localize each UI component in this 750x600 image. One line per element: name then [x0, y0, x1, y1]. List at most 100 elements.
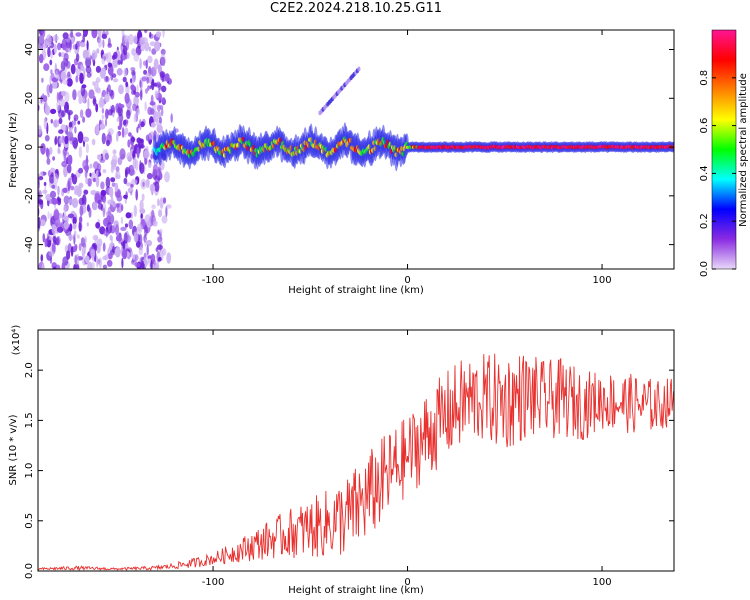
noise-speckle: [78, 167, 84, 174]
noise-speckle: [125, 212, 132, 219]
noise-speckle: [125, 81, 129, 88]
noise-speckle: [154, 181, 160, 192]
noise-speckle: [77, 120, 81, 125]
noise-speckle: [91, 49, 97, 61]
noise-speckle: [87, 261, 93, 269]
noise-speckle: [68, 111, 71, 121]
noise-speckle: [96, 256, 99, 268]
noise-speckle: [143, 69, 148, 75]
noise-speckle: [66, 78, 73, 87]
noise-speckle: [149, 31, 152, 38]
noise-speckle: [67, 154, 73, 166]
colorbar-title: Normalized spectral amplitude: [738, 73, 749, 227]
noise-speckle: [62, 32, 69, 40]
noise-speckle: [106, 87, 109, 96]
noise-speckle: [147, 85, 150, 91]
noise-speckle: [85, 158, 89, 165]
noise-speckle: [101, 132, 106, 145]
noise-speckle: [126, 234, 132, 243]
noise-speckle: [127, 139, 131, 148]
noise-speckle: [102, 264, 108, 269]
noise-speckle: [56, 235, 61, 246]
noise-speckle: [133, 204, 137, 217]
snr-ticks: -100 0 100 0.0 0.5 1.0 1.5 2.0: [24, 330, 674, 588]
noise-speckle: [148, 46, 151, 52]
noise-speckle: [47, 46, 51, 58]
noise-speckle: [152, 220, 158, 227]
noise-speckle: [112, 149, 117, 155]
spectrogram-ticks: -100 0 100 -40 -20 0 20 40: [24, 30, 674, 286]
noise-speckle: [82, 97, 86, 104]
noise-speckle: [52, 80, 58, 89]
noise-speckle: [85, 108, 92, 118]
noise-speckle: [51, 198, 58, 205]
noise-speckle: [38, 53, 44, 64]
colorbar-scale: [711, 29, 737, 270]
noise-speckle: [150, 259, 153, 269]
noise-speckle: [157, 229, 160, 235]
snr-y-multiplier: (x10⁴): [11, 325, 22, 356]
noise-speckle: [84, 255, 90, 264]
noise-speckle: [170, 113, 173, 123]
noise-speckle: [153, 58, 159, 70]
noise-speckle: [64, 135, 69, 145]
y-tick-label: -40: [24, 236, 35, 252]
snr-line-layer: [38, 353, 674, 571]
noise-speckle: [111, 182, 116, 187]
noise-speckle: [155, 31, 162, 38]
noise-speckle: [156, 81, 161, 86]
noise-speckle: [140, 178, 147, 190]
noise-speckle: [147, 55, 153, 64]
noise-speckle: [144, 30, 148, 34]
x-tick-label: 0: [404, 577, 410, 588]
noise-speckle: [85, 56, 92, 68]
noise-speckle: [90, 262, 95, 269]
noise-speckle: [143, 257, 147, 265]
noise-speckle: [86, 222, 89, 227]
noise-speckle: [160, 48, 166, 56]
noise-speckle: [61, 38, 67, 51]
noise-speckle: [82, 242, 87, 248]
noise-speckle: [63, 211, 67, 222]
noise-speckle: [92, 98, 97, 105]
noise-speckle: [46, 157, 51, 165]
noise-speckle: [40, 143, 46, 155]
noise-speckle: [100, 189, 107, 197]
noise-speckle: [74, 48, 79, 55]
noise-speckle: [120, 226, 127, 231]
noise-speckle: [95, 103, 99, 113]
noise-speckle: [75, 32, 82, 37]
noise-speckle: [43, 181, 47, 187]
noise-speckle: [58, 137, 63, 145]
noise-speckle: [62, 57, 66, 63]
noise-speckle: [130, 183, 134, 188]
noise-speckle: [51, 242, 56, 254]
noise-speckle: [137, 123, 140, 129]
noise-speckle: [135, 189, 138, 201]
noise-speckle: [58, 129, 64, 134]
noise-speckle: [78, 146, 83, 159]
noise-speckle: [116, 68, 123, 76]
noise-speckle: [138, 246, 143, 256]
noise-speckle: [124, 223, 129, 228]
noise-speckle: [115, 235, 122, 242]
noise-speckle: [43, 118, 47, 130]
noise-speckle: [139, 90, 143, 101]
noise-speckle: [149, 108, 155, 115]
noise-speckle: [95, 170, 99, 177]
noise-speckle: [105, 176, 111, 189]
noise-speckle: [72, 216, 77, 225]
noise-speckle: [39, 219, 46, 227]
snr-x-axis-title: Height of straight line (km): [288, 585, 424, 596]
noise-speckle: [46, 148, 50, 159]
noise-speckle: [90, 248, 96, 259]
noise-speckle: [102, 169, 107, 174]
noise-speckle: [124, 92, 130, 104]
noise-speckle: [61, 90, 67, 97]
x-tick-label: 100: [592, 275, 611, 286]
noise-speckle: [112, 245, 115, 253]
noise-speckle: [46, 232, 50, 241]
noise-speckle: [143, 60, 147, 66]
noise-speckle: [61, 262, 66, 269]
noise-speckle: [80, 42, 86, 48]
